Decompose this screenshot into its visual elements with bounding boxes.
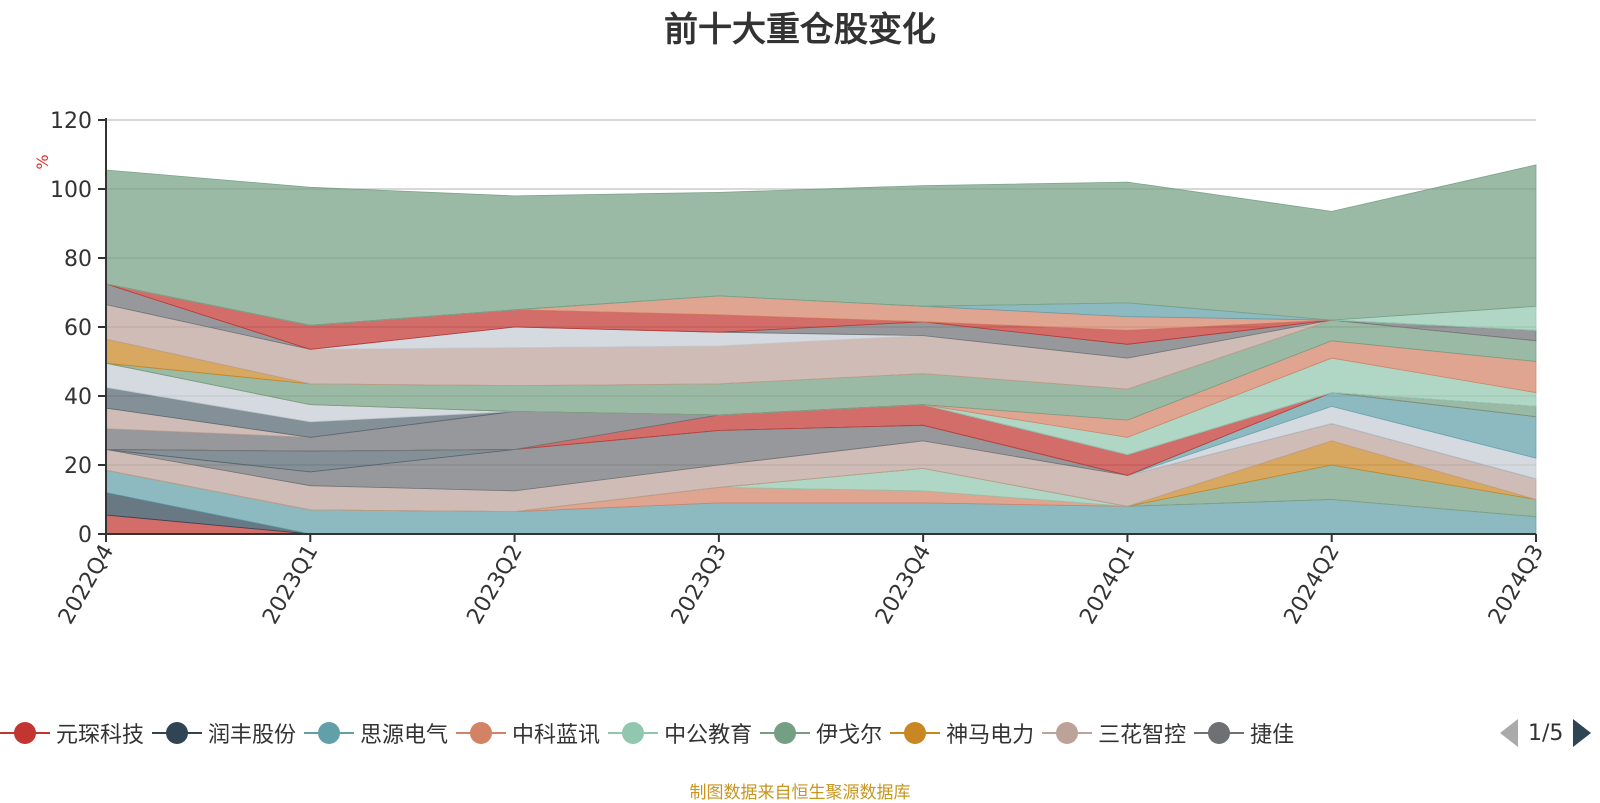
legend-label: 中科蓝讯 bbox=[512, 723, 601, 748]
legend-label: 伊戈尔 bbox=[816, 723, 883, 748]
legend-marker-icon bbox=[760, 718, 811, 748]
legend: 元琛科技 润丰股份 思源电气 中科蓝讯 中公教育 伊戈尔 神马电力 三花智控 捷佳 bbox=[0, 716, 1490, 750]
x-tick-label-2023Q3: 2023Q3 bbox=[667, 541, 732, 629]
legend-page-indicator: 1/5 bbox=[1528, 720, 1564, 746]
area-series-30 bbox=[105, 164, 1537, 326]
legend-label: 元琛科技 bbox=[56, 723, 145, 748]
legend-prev-page-icon[interactable] bbox=[1500, 719, 1518, 747]
legend-marker-icon bbox=[304, 718, 355, 748]
legend-item[interactable]: 思源电气 bbox=[304, 716, 448, 750]
x-tick-label-2023Q2: 2023Q2 bbox=[462, 541, 527, 629]
legend-next-page-icon[interactable] bbox=[1573, 719, 1592, 747]
legend-item[interactable]: 三花智控 bbox=[1042, 716, 1186, 750]
legend-label: 中公教育 bbox=[664, 723, 753, 748]
y-tick-label-60: 60 bbox=[64, 316, 92, 341]
y-tick-label-80: 80 bbox=[64, 247, 92, 272]
legend-label: 思源电气 bbox=[360, 723, 449, 748]
area-series bbox=[105, 164, 1537, 535]
y-tick-label-40: 40 bbox=[64, 385, 92, 410]
y-tick-label-100: 100 bbox=[50, 178, 92, 203]
x-tick-label-2024Q2: 2024Q2 bbox=[1280, 541, 1345, 629]
x-tick-label-2024Q3: 2024Q3 bbox=[1484, 541, 1549, 629]
legend-item[interactable]: 神马电力 bbox=[890, 716, 1034, 750]
legend-label: 三花智控 bbox=[1098, 723, 1187, 748]
x-tick-label-2024Q1: 2024Q1 bbox=[1075, 541, 1140, 629]
y-tick-label-20: 20 bbox=[64, 454, 92, 479]
legend-item[interactable]: 中公教育 bbox=[608, 716, 752, 750]
chart-title: 前十大重仓股变化 bbox=[664, 10, 936, 50]
legend-label: 捷佳 bbox=[1250, 723, 1295, 748]
chart-plot: 0 20 40 60 80 100 120% 2022Q4 2023Q1 2023Q2 2023Q3… bbox=[33, 109, 1549, 629]
legend-marker-icon bbox=[1194, 718, 1245, 748]
y-tick-label-0: 0 bbox=[78, 523, 92, 548]
y-axis-label: % bbox=[33, 154, 52, 169]
legend-marker-icon bbox=[456, 718, 507, 748]
legend-marker-icon bbox=[890, 718, 941, 748]
legend-item[interactable]: 伊戈尔 bbox=[760, 716, 882, 750]
legend-item[interactable]: 捷佳 bbox=[1194, 716, 1294, 750]
legend-pager: 1/5 bbox=[1500, 716, 1592, 750]
legend-item[interactable]: 润丰股份 bbox=[152, 716, 296, 750]
legend-marker-icon bbox=[608, 718, 659, 748]
legend-marker-icon bbox=[0, 718, 50, 748]
source-note: 制图数据来自恒生聚源数据库 bbox=[689, 783, 911, 803]
legend-marker-icon bbox=[152, 718, 203, 748]
legend-item[interactable]: 中科蓝讯 bbox=[456, 716, 600, 750]
y-tick-label-120: 120 bbox=[50, 109, 92, 134]
x-tick-label-2023Q4: 2023Q4 bbox=[871, 541, 936, 629]
legend-label: 神马电力 bbox=[946, 723, 1035, 748]
x-tick-label-2022Q4: 2022Q4 bbox=[54, 541, 119, 629]
legend-label: 润丰股份 bbox=[208, 723, 297, 748]
x-tick-label-2023Q1: 2023Q1 bbox=[258, 541, 323, 629]
legend-marker-icon bbox=[1042, 718, 1093, 748]
legend-item[interactable]: 元琛科技 bbox=[0, 716, 144, 750]
